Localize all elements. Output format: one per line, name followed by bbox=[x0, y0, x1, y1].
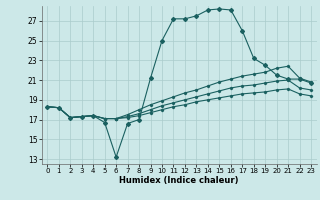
X-axis label: Humidex (Indice chaleur): Humidex (Indice chaleur) bbox=[119, 176, 239, 185]
